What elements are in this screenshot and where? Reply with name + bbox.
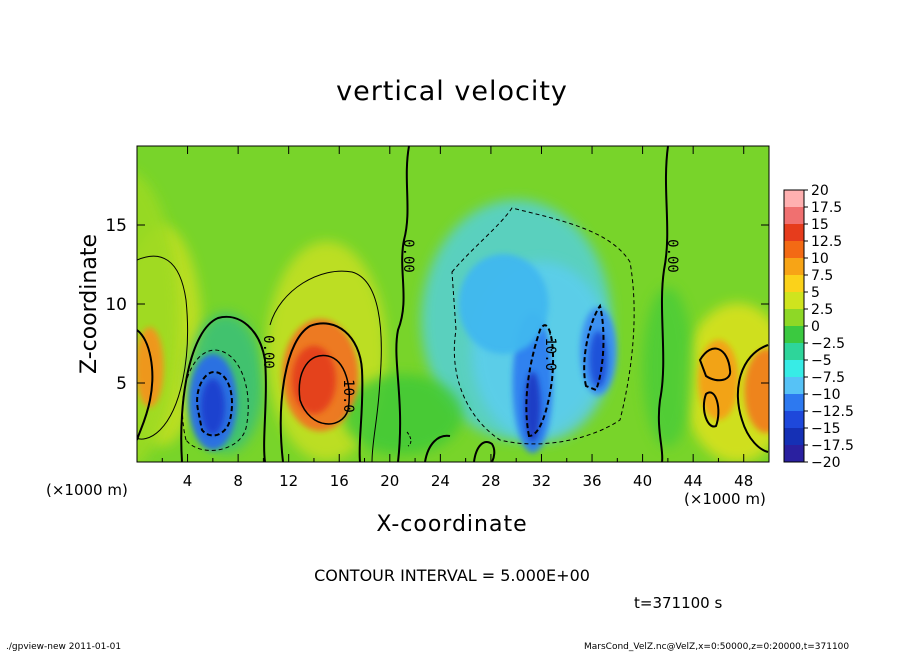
- contour-line-4: [137, 329, 154, 441]
- colorbar-cell-12: [784, 394, 804, 411]
- heat-core-2: [200, 378, 225, 435]
- contour-labels: 0.00 0.00 0.00 10.0 -10.0: [260, 239, 680, 413]
- colorbar-cell-14: [784, 428, 804, 445]
- colorbar-label: −15: [811, 421, 841, 437]
- contour-line-1: [657, 146, 669, 462]
- x-tick-label: 16: [330, 472, 349, 490]
- x-tick-label: 8: [233, 472, 243, 490]
- contour-line-18: [473, 441, 496, 462]
- contour-line-10: [525, 324, 555, 438]
- contour-line-3: [279, 322, 364, 462]
- colorbar-cell-3: [784, 241, 804, 258]
- colorbar: 2017.51512.5107.552.50−2.5−5−7.5−10−12.5…: [783, 183, 854, 471]
- y-tick-label: 15: [105, 216, 127, 236]
- footer-program: ./gpview-new 2011-01-01: [6, 642, 122, 652]
- colorbar-cell-8: [784, 326, 804, 343]
- x-tick-label: 44: [684, 472, 703, 490]
- heat-region-7: [342, 374, 463, 455]
- contour-label-0: 0.00: [400, 239, 416, 273]
- x-tick-label: 28: [481, 472, 500, 490]
- colorbar-label: 20: [811, 183, 829, 199]
- contour-label-1: 0.00: [664, 239, 680, 273]
- colorbar-cell-11: [784, 377, 804, 394]
- y-tick-label: 10: [105, 295, 127, 315]
- contour-line-13: [269, 270, 382, 462]
- colorbar-label: 7.5: [811, 268, 833, 284]
- colorbar-cell-7: [784, 309, 804, 326]
- contour-label-4: -10.0: [542, 329, 558, 371]
- colorbar-label: −5: [811, 353, 832, 369]
- colorbar-label: 10: [811, 251, 829, 267]
- colorbar-label: −17.5: [811, 438, 854, 454]
- colorbar-label: 15: [811, 217, 829, 233]
- heat-core-11: [458, 254, 549, 354]
- colorbar-cell-15: [784, 445, 804, 462]
- x-axis: 4 8 12 16 20 24 28 32 36 40 44 48: [161, 146, 753, 490]
- contour-line-0: [395, 146, 410, 462]
- x-tick-label: 40: [633, 472, 652, 490]
- contour-line-14: [698, 347, 732, 382]
- colorbar-cell-2: [784, 224, 804, 241]
- x-tick-label: 4: [183, 472, 193, 490]
- x-axis-label: X-coordinate: [376, 512, 528, 537]
- contour-line-17: [424, 434, 451, 462]
- x-axis-unit-left: (×1000 m): [46, 481, 128, 499]
- colorbar-label: 5: [811, 285, 820, 301]
- contour-line-15: [702, 391, 720, 428]
- heatmap-field: [137, 173, 769, 462]
- colorbar-cell-0: [784, 190, 804, 207]
- colorbar-label: −20: [811, 455, 841, 471]
- colorbar-label: 2.5: [811, 302, 833, 318]
- x-tick-label: 36: [582, 472, 601, 490]
- heat-core-0: [137, 327, 164, 408]
- contour-line-11: [583, 303, 605, 392]
- contour-line-9: [451, 207, 635, 445]
- chart-title: vertical velocity: [336, 76, 568, 107]
- colorbar-label: −10: [811, 387, 841, 403]
- colorbar-cell-9: [784, 343, 804, 360]
- x-tick-label: 24: [431, 472, 450, 490]
- colorbar-cell-10: [784, 360, 804, 377]
- contour-line-5: [736, 344, 769, 453]
- y-tick-label: 5: [116, 374, 127, 394]
- heatmap-plot-area: [137, 146, 769, 462]
- heat-region-8: [642, 287, 693, 448]
- colorbar-cell-5: [784, 275, 804, 292]
- contour-lines: [137, 146, 769, 462]
- contour-interval-note: CONTOUR INTERVAL = 5.000E+00: [314, 566, 590, 585]
- colorbar-label: −12.5: [811, 404, 854, 420]
- heat-core-6: [524, 371, 541, 442]
- x-tick-label: 12: [279, 472, 298, 490]
- colorbar-cell-1: [784, 207, 804, 224]
- colorbar-label: −7.5: [811, 370, 845, 386]
- heat-core-4: [291, 345, 336, 414]
- y-axis: 5 10 15: [105, 216, 769, 394]
- colorbar-label: −2.5: [811, 336, 845, 352]
- heat-core-10: [744, 348, 769, 433]
- contour-line-16: [406, 431, 412, 447]
- contour-line-12: [137, 255, 189, 440]
- contour-line-7: [182, 349, 249, 451]
- footer-source: MarsCond_VelZ.nc@VelZ,x=0:50000,z=0:2000…: [584, 642, 850, 652]
- heat-core-8: [589, 331, 608, 388]
- contour-line-6: [196, 370, 234, 437]
- colorbar-label: 12.5: [811, 234, 842, 250]
- x-axis-unit-right: (×1000 m): [684, 490, 766, 508]
- colorbar-label: 17.5: [811, 200, 842, 216]
- time-stamp: t=371100 s: [634, 594, 723, 612]
- x-tick-label: 48: [734, 472, 753, 490]
- contour-line-8: [298, 354, 350, 425]
- x-tick-label: 32: [532, 472, 551, 490]
- contour-label-3: 10.0: [340, 379, 356, 413]
- colorbar-cell-13: [784, 411, 804, 428]
- colorbar-cell-6: [784, 292, 804, 309]
- contour-label-2: 0.00: [260, 335, 276, 369]
- x-tick-label: 20: [380, 472, 399, 490]
- y-axis-label: Z-coordinate: [77, 234, 102, 374]
- colorbar-cell-4: [784, 258, 804, 275]
- colorbar-label: 0: [811, 319, 820, 335]
